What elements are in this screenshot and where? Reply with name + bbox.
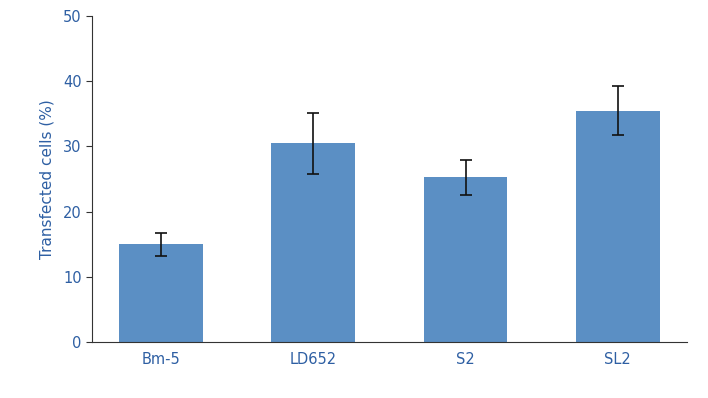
Bar	[576, 111, 660, 342]
Y-axis label: Transfected cells (%): Transfected cells (%)	[40, 99, 55, 259]
Bar	[423, 177, 508, 342]
Bar	[119, 244, 202, 342]
Bar	[271, 143, 355, 342]
